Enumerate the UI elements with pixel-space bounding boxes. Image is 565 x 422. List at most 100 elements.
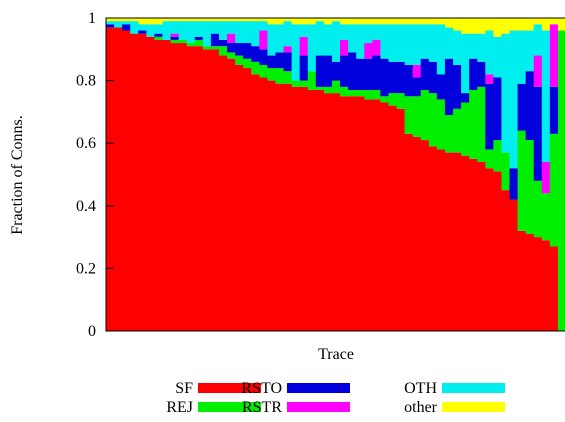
bar-segment-rej-12 xyxy=(194,39,204,47)
bar-segment-other-48 xyxy=(485,18,494,31)
legend: SF REJ RSTO RSTR OTH other xyxy=(166,380,505,416)
bar-segment-rsto-52 xyxy=(517,83,527,131)
bar-segment-oth-48 xyxy=(485,30,494,75)
bar-segment-oth-43 xyxy=(444,27,454,59)
bar-segment-other-6 xyxy=(146,18,156,25)
bar-segment-sf-49 xyxy=(493,171,503,331)
bar-segment-rej-15 xyxy=(218,46,228,56)
bar-segment-other-49 xyxy=(493,18,503,37)
bar-segment-other-15 xyxy=(218,18,228,22)
bar-segment-rej-14 xyxy=(210,46,220,50)
bar-segment-rsto-18 xyxy=(243,43,252,59)
bar-segment-rstr-56 xyxy=(549,24,559,87)
bar-segment-sf-53 xyxy=(525,233,535,331)
bar-segment-rej-42 xyxy=(436,99,446,150)
bar-segment-sf-9 xyxy=(170,43,180,331)
bar-segment-other-1 xyxy=(106,18,115,22)
bar-segment-rstr-54 xyxy=(533,55,543,87)
bar-segment-rej-54 xyxy=(533,180,543,238)
bar-segment-rstr-39 xyxy=(412,64,422,78)
bar-segment-sf-20 xyxy=(259,77,268,331)
bar-segment-rsto-14 xyxy=(210,33,220,47)
bar-segment-other-56 xyxy=(549,18,559,25)
bar-segment-oth-27 xyxy=(315,21,325,56)
bar-segment-oth-41 xyxy=(428,24,438,62)
bar-segment-oth-40 xyxy=(420,24,430,59)
bar-segment-rsto-47 xyxy=(477,61,486,87)
bar-segment-oth-20 xyxy=(259,21,268,31)
bar-segment-other-47 xyxy=(477,18,486,34)
bar-segment-sf-4 xyxy=(130,33,139,332)
bar-segment-other-40 xyxy=(420,18,430,25)
legend-swatch-rsto xyxy=(287,383,350,393)
bar-segment-sf-43 xyxy=(444,152,454,331)
bar-segment-sf-37 xyxy=(396,108,406,332)
bar-segment-oth-37 xyxy=(396,24,406,62)
bar-segment-oth-52 xyxy=(517,30,527,84)
bar-segment-other-11 xyxy=(186,18,196,22)
bar-segment-oth-25 xyxy=(299,24,309,37)
bar-segment-rej-22 xyxy=(275,68,285,84)
bar-segment-rstr-33 xyxy=(364,43,373,59)
bar-segment-rej-50 xyxy=(501,152,511,191)
bar-segment-other-34 xyxy=(372,18,381,25)
plot-frame xyxy=(105,17,565,332)
bar-segment-rsto-15 xyxy=(218,39,228,47)
bar-segment-oth-36 xyxy=(388,24,398,62)
bar-segment-rej-24 xyxy=(291,80,301,87)
bar-segment-sf-2 xyxy=(114,27,123,331)
bar-segment-oth-30 xyxy=(340,24,349,40)
bar-segment-sf-16 xyxy=(227,58,236,331)
bar-segment-other-3 xyxy=(122,18,131,22)
bar-segment-rej-19 xyxy=(251,61,260,75)
bar-segment-sf-54 xyxy=(533,237,543,331)
bar-segment-oth-5 xyxy=(138,24,147,31)
bar-segment-other-57 xyxy=(557,18,565,31)
bar-segment-rej-13 xyxy=(202,46,212,50)
bar-segment-sf-8 xyxy=(162,39,172,331)
bar-segment-oth-19 xyxy=(251,21,260,47)
y-tick-label: 0.6 xyxy=(76,135,96,152)
bar-segment-oth-31 xyxy=(348,24,357,53)
bar-segment-rstr-9 xyxy=(170,33,180,37)
bar-segment-other-18 xyxy=(243,18,252,22)
bar-segment-sf-52 xyxy=(517,230,527,331)
bar-segment-oth-6 xyxy=(146,24,156,37)
bar-segment-sf-47 xyxy=(477,161,486,331)
bar-segment-rej-53 xyxy=(525,140,535,234)
bar-segment-rsto-33 xyxy=(364,58,373,90)
bar-segment-sf-36 xyxy=(388,105,398,331)
bar-segment-other-16 xyxy=(227,18,236,22)
bar-segment-other-7 xyxy=(154,18,164,25)
bar-segment-sf-12 xyxy=(194,46,204,332)
bar-segment-rej-7 xyxy=(154,36,164,40)
bar-segment-sf-28 xyxy=(323,93,333,332)
bar-segment-other-8 xyxy=(162,18,172,22)
bar-segment-rstr-25 xyxy=(299,36,309,56)
bar-segment-rsto-56 xyxy=(549,86,559,134)
bar-segment-sf-19 xyxy=(251,74,260,331)
bar-segment-other-23 xyxy=(283,18,293,22)
bar-segment-sf-13 xyxy=(202,49,212,332)
bar-segment-rej-20 xyxy=(259,64,268,78)
bar-segment-rstr-48 xyxy=(485,74,494,84)
bar-segment-rstr-16 xyxy=(227,33,236,44)
bar-segment-oth-54 xyxy=(533,24,543,56)
bar-segment-rej-31 xyxy=(348,89,357,97)
bar-segment-rsto-34 xyxy=(372,55,381,90)
bar-segment-rstr-34 xyxy=(372,39,381,56)
bar-segment-rej-34 xyxy=(372,89,381,100)
bar-segment-oth-9 xyxy=(170,21,180,34)
bar-segment-rsto-12 xyxy=(194,36,204,40)
bar-segment-sf-15 xyxy=(218,55,228,332)
bar-segment-other-44 xyxy=(453,18,462,31)
bar-segment-rsto-35 xyxy=(380,58,390,97)
bar-segment-other-17 xyxy=(235,18,244,22)
bar-segment-other-33 xyxy=(364,18,373,25)
bar-segment-other-53 xyxy=(525,18,535,31)
bar-segment-rej-39 xyxy=(412,96,422,137)
bar-segment-rej-45 xyxy=(461,102,470,156)
bar-segment-rej-35 xyxy=(380,96,390,103)
legend-swatch-other xyxy=(442,402,505,412)
